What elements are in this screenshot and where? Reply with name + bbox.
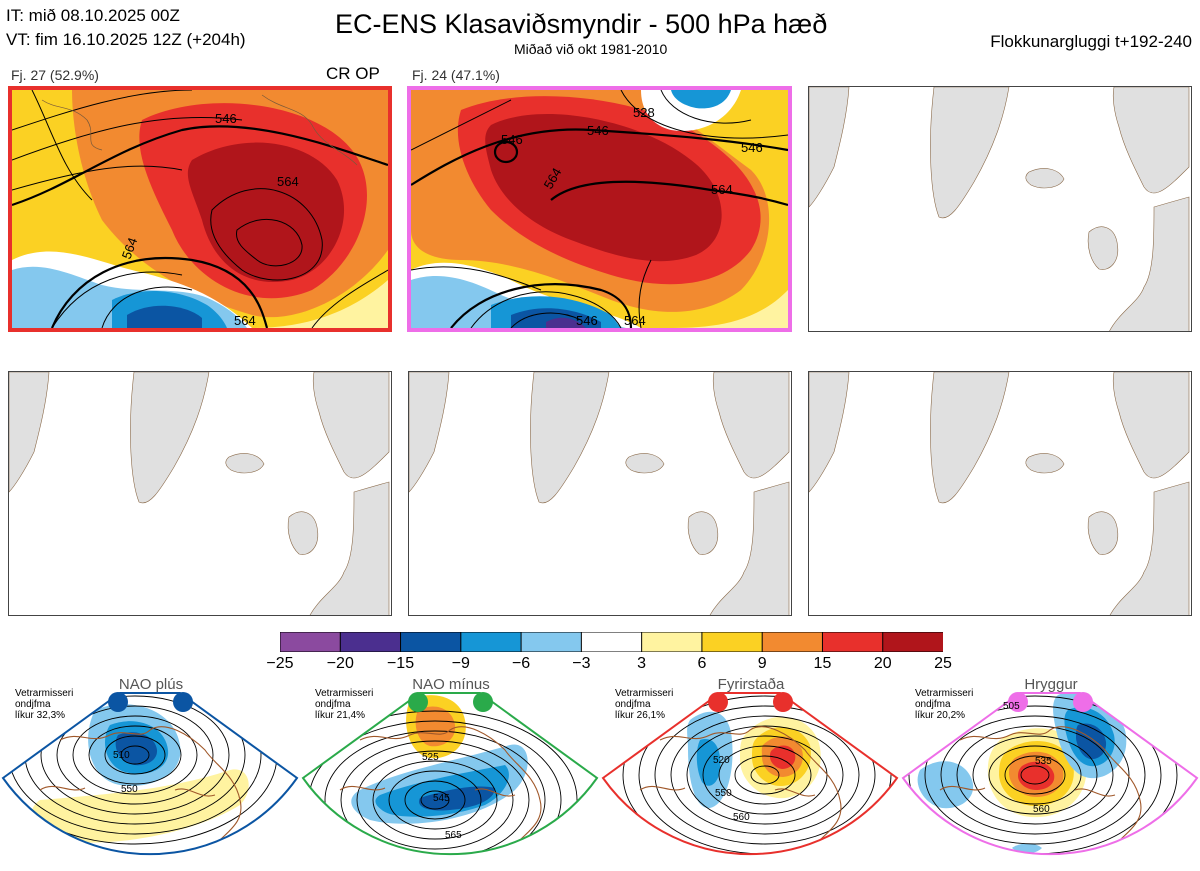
colorbar-swatch (400, 631, 462, 653)
classification-window: Flokkunargluggi t+192-240 (990, 32, 1192, 51)
colorbar-swatch (701, 631, 764, 653)
regime-marker-dot (173, 692, 193, 712)
regime-contour-label: 550 (715, 788, 732, 799)
cluster-5-map-empty (408, 371, 792, 616)
regime-sector-outline (1, 692, 299, 856)
regime-contour-label: 565 (445, 830, 462, 841)
colorbar-swatch (520, 631, 583, 653)
regime-panel: 520 550 560 Fyrirstaða Vetrarmisseri ondjfma l… (600, 676, 900, 871)
cluster-2-contour-label: 564 (624, 313, 646, 328)
regime-contour-label: 520 (713, 755, 730, 766)
regime-anomaly-field (917, 761, 974, 809)
colorbar-tick-label: 25 (934, 655, 952, 672)
regime-contour-label: 535 (1035, 756, 1052, 767)
cluster-2-contour-label: 528 (633, 105, 655, 120)
valid-time: VT: fim 16.10.2025 12Z (+204h) (6, 30, 246, 49)
cluster-2-contour-label: 546 (587, 123, 609, 138)
cluster-1-map: 546 564 564 564 (8, 86, 392, 332)
colorbar-tick-label: −15 (386, 655, 415, 672)
colorbar-tick-label: 20 (873, 655, 892, 672)
colorbar-tick-label: −20 (326, 655, 354, 672)
regime-anomaly-field (115, 732, 158, 766)
regime-sector-outline (301, 692, 599, 856)
colorbar-tick-label: −25 (266, 655, 294, 672)
regime-info-line3: líkur 20,2% (915, 710, 966, 721)
regime-name: NAO mínus (412, 676, 490, 693)
regime-info-line1: Vetrarmisseri (315, 688, 374, 699)
cluster-1-contour-label: 546 (215, 111, 237, 126)
regime-info-line1: Vetrarmisseri (615, 688, 674, 699)
cluster-4-map-empty (8, 371, 392, 616)
regime-marker-dot (408, 692, 428, 712)
regime-info-line3: líkur 26,1% (615, 710, 666, 721)
colorbar-swatch (882, 631, 944, 653)
cluster-2-label: Fj. 24 (47.1%) (412, 67, 500, 83)
colorbar-swatch (339, 631, 402, 653)
regime-info-line2: ondjfma (15, 699, 51, 710)
colorbar-swatch (580, 631, 643, 653)
regime-marker-dot (773, 692, 793, 712)
regime-contour-label: 525 (422, 752, 439, 763)
colorbar-swatch (761, 631, 824, 653)
regime-name: Hryggur (1024, 676, 1078, 693)
cluster-2-map: 528 546 546 546 564 564 546 564 (407, 86, 792, 332)
colorbar-ticks: −25 −20 −15 −9 −6 −3 3 6 9 15 20 25 (266, 655, 951, 677)
colorbar-swatch (641, 631, 703, 653)
chart-subtitle: Miðað við okt 1981-2010 (514, 41, 668, 57)
issue-time: IT: mið 08.10.2025 00Z (6, 6, 180, 25)
regime-marker-dot (708, 692, 728, 712)
regime-marker-dot (1073, 692, 1093, 712)
colorbar-tick-label: −3 (572, 655, 591, 672)
regime-panel: 525 545 565 NAO mínus Vetrarmisseri ondjfma lí… (300, 676, 600, 871)
regime-info-line1: Vetrarmisseri (15, 688, 74, 699)
regime-sector-outline (901, 692, 1199, 856)
colorbar (279, 631, 944, 653)
cluster-2-contour-label: 564 (711, 182, 733, 197)
cluster-2-contour-label: 546 (576, 313, 598, 328)
chart-title: EC-ENS Klasaviðsmyndir - 500 hPa hæð (335, 9, 828, 39)
colorbar-swatch (279, 631, 342, 653)
colorbar-tick-label: 6 (697, 655, 707, 672)
regime-info-line1: Vetrarmisseri (915, 688, 974, 699)
regime-name: NAO plús (118, 676, 184, 693)
colorbar-swatch (821, 631, 884, 653)
colorbar-tick-label: −6 (511, 655, 531, 672)
cluster-1-tag: CR OP (326, 64, 380, 83)
cluster-1-contour-label: 564 (277, 174, 299, 189)
regime-contour-label: 560 (1033, 804, 1050, 815)
colorbar-tick-label: 3 (637, 655, 647, 672)
regime-marker-dot (473, 692, 493, 712)
regime-marker-dot (1008, 692, 1028, 712)
regime-anomaly-field (415, 706, 456, 747)
regime-contour-label: 545 (433, 793, 450, 804)
regime-info-line2: ondjfma (915, 699, 951, 710)
regime-name: Fyrirstaða (717, 676, 785, 693)
cluster-6-map-empty (808, 371, 1192, 616)
colorbar-tick-label: 9 (757, 655, 767, 672)
regime-contour-label: 560 (733, 812, 750, 823)
cluster-3-map-empty (808, 86, 1192, 332)
regime-sector-outline (601, 692, 899, 856)
cluster-2-contour-label: 546 (501, 132, 523, 147)
cluster-2-contour-label: 546 (741, 140, 763, 155)
regime-info-line3: líkur 21,4% (315, 710, 366, 721)
regime-info-line2: ondjfma (615, 699, 651, 710)
cluster-1-contour-label: 564 (119, 236, 141, 262)
colorbar-swatch (460, 631, 523, 653)
regime-contour-label: 550 (121, 784, 138, 795)
regime-anomaly-field (419, 786, 495, 811)
regime-info-line3: líkur 32,3% (15, 710, 66, 721)
colorbar-tick-label: −9 (451, 655, 470, 672)
regime-contour-label: 505 (1003, 701, 1020, 712)
cluster-1-label: Fj. 27 (52.9%) (11, 67, 99, 83)
cluster-1-contour-label: 564 (234, 313, 256, 328)
regime-marker-dot (108, 692, 128, 712)
regime-panel: 505 535 560 Hryggur Vetrarmisseri ondjfma líku… (900, 676, 1200, 871)
regime-panel: 510 550 NAO plús Vetrarmisseri ondjfma líkur … (0, 676, 300, 871)
regime-info-line2: ondjfma (315, 699, 351, 710)
regime-contour-label: 510 (113, 750, 130, 761)
colorbar-tick-label: 15 (813, 655, 832, 672)
